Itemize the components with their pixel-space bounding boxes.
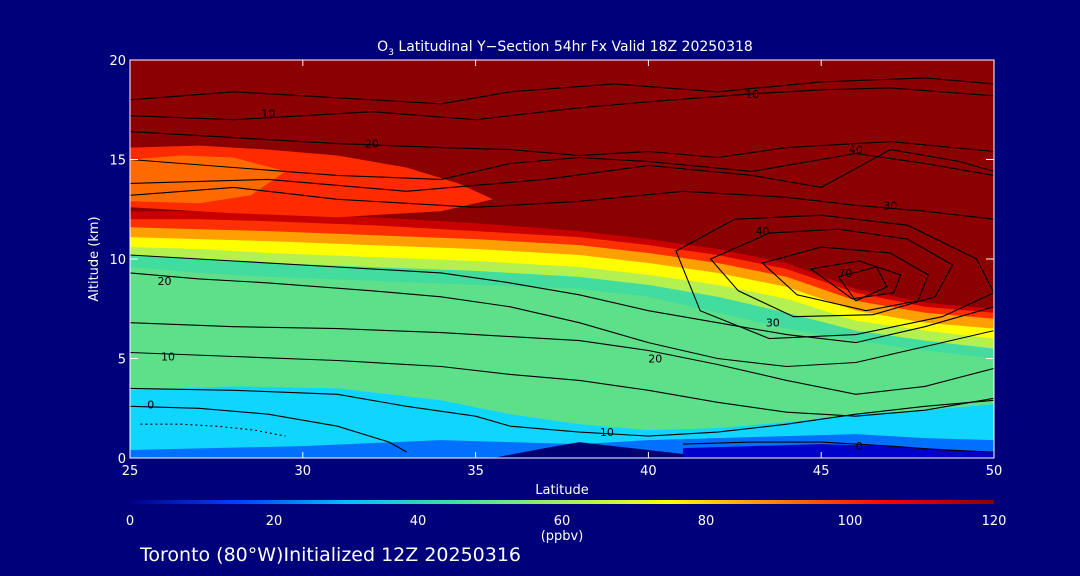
contour-line [130, 351, 994, 417]
colorbar-tick-label: 60 [554, 514, 571, 529]
contour-label: 30 [766, 317, 780, 330]
contour-label: 0 [147, 398, 154, 411]
colorbar-unit: (ppbv) [541, 529, 584, 544]
contour-line [837, 266, 888, 302]
plot-area: 10 10 20 30 40 40 70 20 30 20 10 10 0 0 [130, 60, 994, 458]
contour-label: 40 [755, 225, 769, 238]
y-tick-label: 20 [109, 54, 126, 69]
colorbar-tick-label: 20 [266, 514, 283, 529]
contour-label: 10 [261, 108, 275, 121]
contour-line [682, 441, 994, 453]
colorbar-tick-label: 40 [410, 514, 427, 529]
colorbar-tick-label: 80 [698, 514, 715, 529]
x-axis-label: Latitude [535, 483, 589, 498]
contour-line [130, 405, 407, 453]
contour-label: 20 [648, 353, 662, 366]
y-tick-label: 10 [109, 253, 126, 268]
contour-line [130, 387, 994, 437]
footer-caption: Toronto (80°W)Initialized 12Z 20250316 [139, 544, 521, 566]
patch-terrain [492, 442, 683, 458]
contour-label: 20 [158, 275, 172, 288]
contour-labels: 10 10 20 30 40 40 70 20 30 20 10 10 0 0 [147, 88, 897, 453]
contour-line [130, 254, 994, 344]
contour-line [130, 152, 994, 180]
x-tick-label: 35 [467, 464, 484, 479]
colorbar-tick-label: 100 [838, 514, 863, 529]
chart-title-subscript: 3 [388, 48, 394, 58]
x-tick-label: 40 [640, 464, 657, 479]
contour-line [130, 131, 994, 159]
y-tick-label: 15 [109, 154, 126, 169]
contour-label: 20 [365, 138, 379, 151]
contour-label: 10 [161, 351, 175, 364]
color-patches [130, 145, 994, 458]
y-axis: 0 5 10 15 20 [109, 54, 994, 467]
contour-label: 0 [856, 440, 863, 453]
colorbar-tick-label: 120 [982, 514, 1007, 529]
contour-line [130, 87, 994, 121]
contour-line-dotted [140, 423, 286, 437]
contour-label: 40 [849, 144, 863, 157]
contour-line [130, 186, 994, 220]
colorbar [130, 500, 994, 504]
contour-line [809, 260, 902, 300]
footer-location: Toronto (80°W) [139, 544, 283, 566]
color-bands [130, 60, 994, 359]
contour-label: 30 [883, 199, 897, 212]
band-b120 [130, 60, 994, 309]
x-tick-label: 30 [295, 464, 312, 479]
x-tick-label: 50 [986, 464, 1003, 479]
contour-label: 10 [745, 88, 759, 101]
chart-title: O3 Latitudinal Y−Section 54hr Fx Valid 1… [377, 39, 753, 58]
footer-init: Initialized 12Z 20250316 [283, 544, 521, 566]
y-axis-label: Altitude (km) [87, 216, 102, 301]
contour-line [761, 246, 929, 312]
contour-line [130, 322, 994, 395]
chart-title-prefix: O [377, 39, 388, 55]
x-tick-label: 25 [122, 464, 139, 479]
contour-line [675, 214, 994, 340]
y-tick-label: 0 [118, 452, 126, 467]
chart-title-rest: Latitudinal Y−Section 54hr Fx Valid 18Z … [394, 39, 753, 55]
contour-lines [130, 77, 994, 453]
x-axis: 25 30 35 40 45 50 [122, 60, 1003, 479]
contour-line [130, 149, 994, 192]
contour-line [709, 228, 954, 318]
colorbar-axis: 0 20 40 60 80 100 120 [126, 514, 1007, 529]
contour-line [130, 77, 994, 105]
contour-label: 10 [600, 426, 614, 439]
contour-label: 70 [838, 267, 852, 280]
x-tick-label: 45 [813, 464, 830, 479]
colorbar-tick-label: 0 [126, 514, 134, 529]
contour-line [130, 272, 994, 368]
patch-orange-wedge [130, 155, 286, 204]
y-tick-label: 5 [118, 353, 126, 368]
